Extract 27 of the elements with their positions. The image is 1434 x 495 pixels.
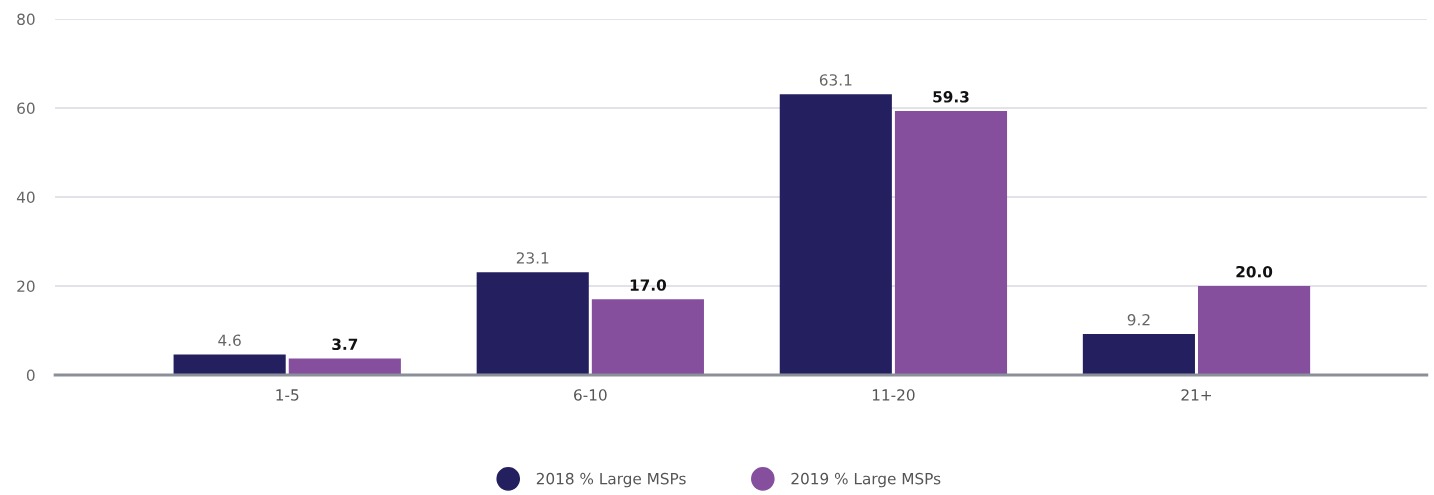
x-tick-label: 6-10 xyxy=(574,389,607,401)
data-label: 59.3 xyxy=(933,91,969,103)
bar xyxy=(476,272,589,376)
data-label: 3.7 xyxy=(332,338,358,351)
y-tick-label: 80 xyxy=(17,13,35,26)
legend-label: 2018 % Large MSPs xyxy=(536,472,686,488)
bar xyxy=(1198,286,1311,376)
bar xyxy=(779,94,892,376)
x-tick-label: 11-20 xyxy=(872,389,915,401)
bar xyxy=(173,354,286,376)
y-tick-label: 20 xyxy=(17,280,35,293)
bar xyxy=(288,358,401,376)
y-tick-label: 60 xyxy=(17,102,35,115)
data-label: 4.6 xyxy=(218,334,241,347)
data-label: 17.0 xyxy=(630,279,667,291)
data-label: 63.1 xyxy=(819,74,852,86)
bar xyxy=(591,299,704,376)
data-label: 23.1 xyxy=(516,252,549,264)
legend-label: 2019 % Large MSPs xyxy=(791,472,941,488)
bar xyxy=(894,111,1008,376)
data-label: 20.0 xyxy=(1236,265,1273,278)
y-tick-label: 40 xyxy=(16,191,35,204)
y-tick-label: 0 xyxy=(26,369,35,382)
data-label: 9.2 xyxy=(1127,314,1150,326)
bar xyxy=(1082,334,1195,376)
x-tick-label: 1-5 xyxy=(276,389,299,401)
x-tick-label: 21+ xyxy=(1181,389,1211,401)
